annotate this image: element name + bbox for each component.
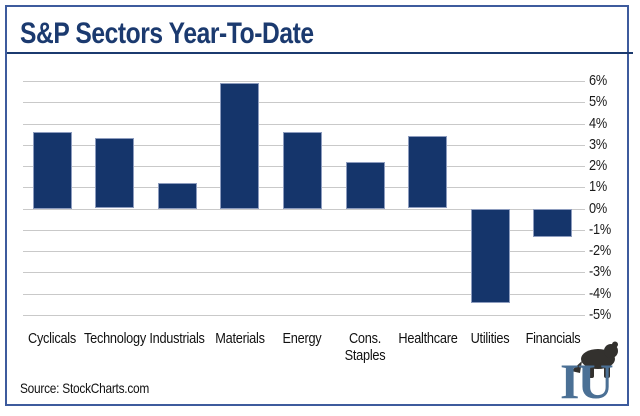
y-axis-tick-label: -2%: [589, 242, 611, 259]
x-category-label: Technology: [84, 330, 146, 347]
bar-financials: [533, 209, 572, 237]
x-category-label: Materials: [215, 330, 265, 347]
x-category-label: Utilities: [470, 330, 510, 347]
y-axis-tick-label: 0%: [589, 200, 607, 217]
gridline: [23, 102, 585, 103]
y-axis-tick-label: 5%: [589, 93, 607, 110]
y-axis-tick-label: -4%: [589, 285, 611, 302]
y-axis-tick-label: 2%: [589, 157, 607, 174]
x-category-label: Cyclicals: [27, 330, 76, 347]
source-credit: Source: StockCharts.com: [20, 380, 150, 396]
logo-letters: IU: [560, 353, 612, 405]
y-axis-tick-label: -1%: [589, 221, 611, 238]
bar-cons-staples: [346, 162, 385, 209]
zero-gridline: [23, 209, 585, 210]
bar-utilities: [471, 209, 510, 303]
x-category-label: Financials: [525, 330, 581, 347]
x-category-label: Cons. Staples: [344, 330, 386, 364]
gridline: [23, 272, 585, 273]
gridline: [23, 251, 585, 252]
bar-industrials: [158, 183, 197, 209]
y-axis-tick-label: -3%: [589, 263, 611, 280]
bar-technology: [95, 138, 134, 208]
gridline: [23, 315, 585, 316]
bar-materials: [220, 83, 259, 209]
bar-energy: [283, 132, 322, 209]
gridline: [23, 230, 585, 231]
gridline: [23, 294, 585, 295]
y-axis-tick-label: 4%: [589, 115, 607, 132]
x-category-label: Industrials: [149, 330, 205, 347]
chart-title: S&P Sectors Year-To-Date: [20, 17, 314, 50]
bar-healthcare: [408, 136, 447, 208]
y-axis-tick-label: -5%: [589, 306, 611, 323]
y-axis-tick-label: 3%: [589, 136, 607, 153]
gridline: [23, 124, 585, 125]
gridline: [23, 81, 585, 82]
y-axis-tick-label: 6%: [589, 72, 607, 89]
x-category-label: Energy: [282, 330, 322, 347]
x-category-label: Healthcare: [398, 330, 458, 347]
bear-icon: [571, 341, 618, 378]
bar-cyclicals: [33, 132, 72, 209]
title-underline: [7, 52, 633, 54]
iu-logo: IU: [560, 341, 618, 405]
y-axis-tick-label: 1%: [589, 178, 607, 195]
